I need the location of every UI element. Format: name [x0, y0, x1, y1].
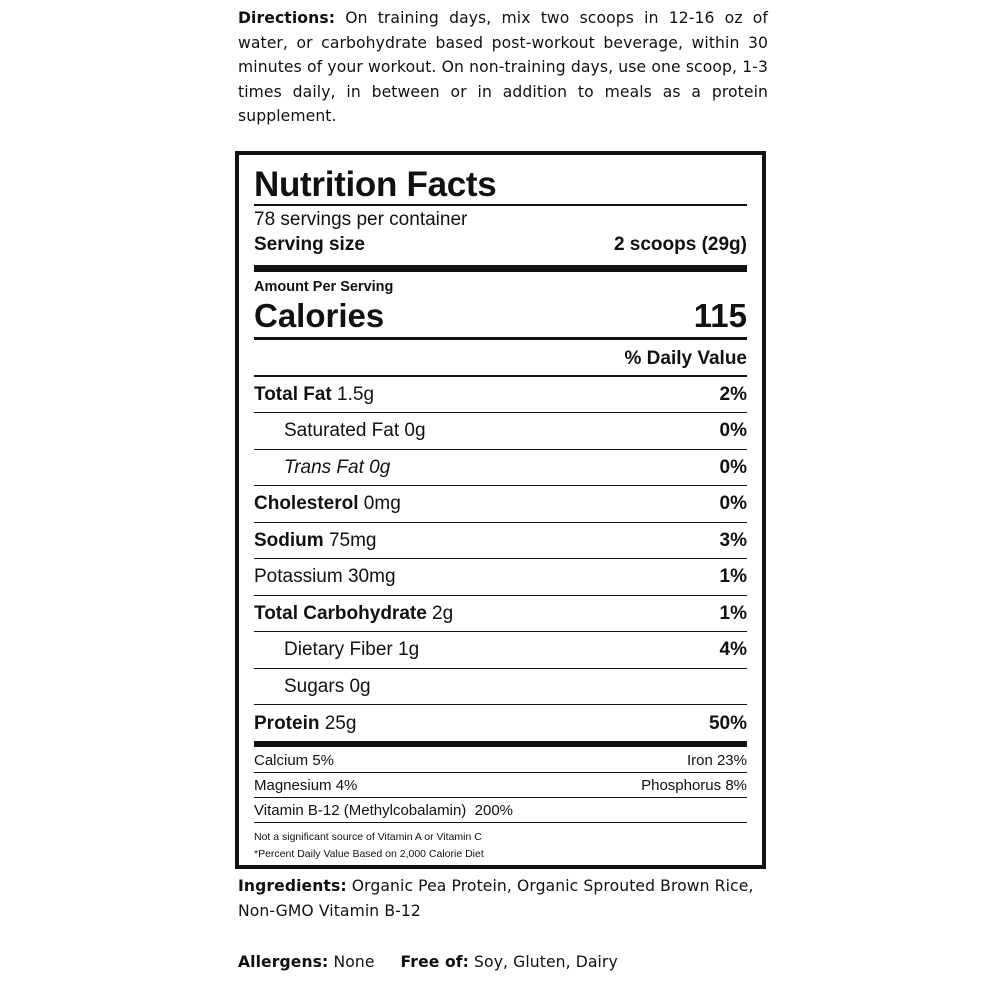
serving-size-value: 2 scoops (29g) [613, 234, 747, 255]
divider [254, 375, 747, 377]
thick-divider [254, 741, 747, 747]
nutrient-daily-value: 0% [719, 420, 747, 441]
free-of-label: Free of: [400, 953, 469, 971]
nutrient-name: Dietary Fiber 1g [284, 639, 419, 661]
nutrient-amount: 1.5g [331, 383, 375, 405]
nutrient-daily-value: 1% [719, 566, 747, 587]
footnote: *Percent Daily Value Based on 2,000 Calo… [254, 848, 484, 860]
nutrient-label: Potassium 30mg [254, 566, 396, 587]
ingredients-label: Ingredients: [238, 877, 347, 895]
nutrition-facts-panel: Nutrition Facts 78 servings per containe… [235, 151, 766, 869]
serving-size-row: Serving size 2 scoops (29g) [254, 234, 747, 256]
nutrient-label: Cholesterol [254, 493, 359, 514]
nutrient-amount: 25g [319, 712, 357, 734]
nutrient-row: Total Carbohydrate 2g 1% [254, 596, 747, 632]
footnote: Not a significant source of Vitamin A or… [254, 831, 482, 843]
nutrient-daily-value: 2% [719, 383, 747, 405]
nutrient-name: Total Fat 1.5g [254, 384, 374, 406]
nutrient-row: Protein 25g 50% [254, 706, 747, 742]
divider [254, 337, 747, 340]
nutrient-name: Total Carbohydrate 2g [254, 603, 453, 625]
ingredients-text: Ingredients: Organic Pea Protein, Organi… [238, 874, 768, 923]
nutrient-row: Dietary Fiber 1g 4% [254, 633, 747, 669]
panel-title: Nutrition Facts [254, 165, 497, 204]
servings-per-container: 78 servings per container [254, 209, 468, 230]
nutrient-name: Cholesterol 0mg [254, 493, 401, 515]
nutrient-daily-value: 1% [719, 602, 747, 624]
nutrient-row: Sugars 0g [254, 669, 747, 705]
vitamin-right: Iron 23% [686, 751, 747, 769]
nutrient-amount: 2g [426, 602, 454, 624]
nutrient-amount: 0mg [358, 493, 401, 514]
calories-label: Calories [254, 297, 385, 334]
allergens-text: Allergens: None Free of: Soy, Gluten, Dai… [238, 950, 768, 975]
nutrient-daily-value: 0% [719, 493, 747, 514]
vitamin-left: Calcium 5% [254, 751, 335, 769]
nutrient-daily-value: 0% [719, 456, 747, 478]
allergens-label: Allergens: [238, 953, 329, 971]
directions-body: On training days, mix two scoops in 12-1… [238, 9, 768, 125]
vitamin-right: Phosphorus 8% [641, 776, 747, 794]
nutrient-row: Potassium 30mg 1% [254, 560, 747, 596]
nutrient-row: Total Fat 1.5g 2% [254, 377, 747, 413]
nutrient-label: Protein [254, 712, 320, 734]
thick-divider [254, 265, 747, 272]
calories-value: 115 [693, 297, 747, 334]
nutrient-row: Saturated Fat 0g 0% [254, 414, 747, 450]
free-of-value: Soy, Gluten, Dairy [469, 953, 618, 971]
directions-text: Directions: On training days, mix two sc… [238, 6, 768, 129]
nutrient-name: Sodium 75mg [254, 530, 376, 552]
vitamin-left: Magnesium 4% [254, 776, 358, 794]
nutrient-amount: 75mg [323, 529, 377, 551]
divider [254, 204, 747, 206]
nutrient-label: Sugars 0g [284, 675, 371, 697]
nutrient-name: Potassium 30mg [254, 566, 396, 588]
nutrient-label: Dietary Fiber 1g [284, 639, 420, 660]
nutrient-label: Saturated Fat 0g [284, 420, 426, 441]
nutrient-label: Trans Fat 0g [284, 456, 391, 478]
nutrient-label: Total Carbohydrate [254, 602, 427, 624]
ingredients-body: Organic Pea Protein, Organic Sprouted Br… [238, 877, 754, 920]
nutrient-row: Cholesterol 0mg 0% [254, 487, 747, 523]
vitamin-row: Magnesium 4% Phosphorus 8% [254, 773, 747, 798]
calories-row: Calories 115 [254, 297, 747, 335]
nutrient-label: Sodium [254, 529, 324, 551]
nutrient-name: Saturated Fat 0g [284, 420, 426, 442]
nutrient-name: Protein 25g [254, 713, 356, 735]
daily-value-header: % Daily Value [624, 348, 747, 369]
nutrient-daily-value: 50% [708, 712, 747, 734]
nutrient-row: Sodium 75mg 3% [254, 523, 747, 559]
nutrient-name: Trans Fat 0g [284, 457, 390, 479]
amount-per-serving: Amount Per Serving [254, 279, 394, 295]
nutrient-daily-value: 3% [719, 529, 747, 551]
vitamin-row: Vitamin B-12 (Methylcobalamin) 200% [254, 798, 747, 823]
nutrient-name: Sugars 0g [284, 676, 371, 698]
serving-size-label: Serving size [254, 234, 365, 255]
vitamin-row: Calcium 5% Iron 23% [254, 748, 747, 773]
directions-label: Directions: [238, 9, 336, 27]
vitamin-left: Vitamin B-12 (Methylcobalamin) 200% [254, 801, 514, 819]
nutrient-label: Total Fat [254, 383, 332, 405]
nutrient-row: Trans Fat 0g 0% [254, 450, 747, 486]
allergens-value: None [328, 953, 375, 971]
nutrient-daily-value: 4% [719, 639, 747, 660]
